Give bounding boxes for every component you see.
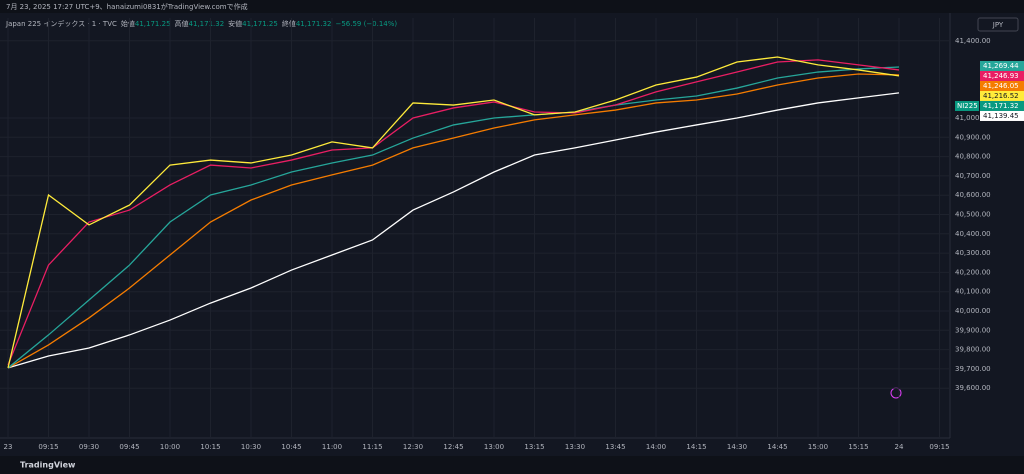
ohlc-value: 41,171.32: [189, 20, 225, 28]
last-value: 41,171.32: [983, 102, 1019, 110]
last-value-box: [980, 60, 1024, 71]
ma-line: [7, 92, 900, 369]
grid: 39,600.00 39,700.00 39,800.00 39,900.00 40,0…: [0, 18, 991, 451]
ohlc-label: 終値: [282, 19, 296, 28]
y-tick-label: 40,100.00: [955, 288, 991, 296]
ohlc-value: 41,171.25: [135, 20, 171, 28]
y-tick-label: 40,400.00: [955, 230, 991, 238]
x-tick-label: 11:00: [322, 443, 342, 451]
bottom-bar: [0, 456, 1024, 474]
x-tick-label: 24: [895, 443, 904, 451]
x-tick-label: 14:45: [767, 443, 787, 451]
x-tick-label: 12:45: [443, 443, 463, 451]
currency[interactable]: JPY: [992, 21, 1004, 29]
ohlc-value: 41,171.32: [296, 20, 332, 28]
last-value: 41,139.45: [983, 112, 1019, 120]
last-value-box: [980, 90, 1024, 101]
currency-box[interactable]: [977, 17, 1019, 32]
x-tick-label: 10:45: [281, 443, 301, 451]
y-tick-label: 40,000.00: [955, 307, 991, 315]
x-tick-label: 09:30: [79, 443, 99, 451]
x-tick-label: 15:00: [808, 443, 828, 451]
y-tick-label: 39,800.00: [955, 346, 991, 354]
x-tick-label: 09:15: [38, 443, 58, 451]
x-tick-label: 14:00: [646, 443, 666, 451]
tag-box: [955, 100, 979, 111]
y-tick-label: 39,600.00: [955, 384, 991, 392]
x-tick-label: 13:30: [565, 443, 585, 451]
y-tick-label: 41,000.00: [955, 114, 991, 122]
y-tick-label: 41,400.00: [955, 37, 991, 45]
y-tick-label: 39,900.00: [955, 326, 991, 334]
last-value-box: [980, 70, 1024, 81]
x-tick-label: 14:15: [686, 443, 706, 451]
change: −56.59 (−0.14%): [335, 20, 397, 28]
brand: TradingView: [20, 461, 76, 470]
x-tick-label: 09:45: [119, 443, 139, 451]
x-tick-label: 13:00: [484, 443, 504, 451]
ma-line: [7, 73, 900, 369]
labels: 41,269.44 41,246.93 41,246.05 41,216.52 41,1…: [955, 60, 1024, 121]
tag: NI225: [957, 102, 978, 110]
x-tick-label: 13:15: [524, 443, 544, 451]
last-value: 41,216.52: [983, 92, 1019, 100]
y-tick-label: 40,200.00: [955, 268, 991, 276]
x-tick-label: 10:15: [200, 443, 220, 451]
ma-line: [7, 66, 900, 369]
y-tick-label: 40,500.00: [955, 210, 991, 218]
last-value-box: [980, 110, 1024, 121]
x-tick-label: 11:15: [362, 443, 382, 451]
symbol: Japan 225 インデックス · 1 · TVC: [5, 19, 117, 28]
x-tick-label: 23: [4, 443, 13, 451]
y-tick-label: 40,700.00: [955, 172, 991, 180]
last-value-box: [980, 80, 1024, 91]
ohlc-label: 安値: [228, 19, 242, 28]
x-tick-label: 09:15: [929, 443, 949, 451]
ohlc-value: 41,171.25: [242, 20, 278, 28]
y-tick-label: 40,600.00: [955, 191, 991, 199]
last-value: 41,269.44: [983, 62, 1019, 70]
y-tick-label: 39,700.00: [955, 365, 991, 373]
x-tick-label: 14:30: [727, 443, 747, 451]
ma-line: [7, 56, 900, 369]
last-value: 41,246.05: [983, 82, 1019, 90]
ma-line: [7, 59, 900, 366]
ohlc: 始値 41,171.25 高値 41,171.32 安値 41,171.25 終値 41,17…: [121, 19, 398, 28]
ohlc-label: 始値: [121, 19, 135, 28]
x-tick-label: 15:15: [848, 443, 868, 451]
x-tick-label: 13:45: [605, 443, 625, 451]
last-value: 41,246.93: [983, 72, 1019, 80]
last-value-box: [980, 100, 1024, 111]
x-tick-label: 10:30: [241, 443, 261, 451]
x-tick-label: 12:30: [403, 443, 423, 451]
y-tick-label: 40,800.00: [955, 153, 991, 161]
y-tick-label: 40,300.00: [955, 249, 991, 257]
ohlc-label: 高値: [175, 19, 189, 28]
created-note: 7月 23, 2025 17:27 UTC+9、hanaizumi0831がTr…: [6, 2, 248, 11]
plot: [7, 56, 900, 369]
top-bar: [0, 0, 1024, 13]
x-tick-label: 10:00: [160, 443, 180, 451]
y-tick-label: 40,900.00: [955, 133, 991, 141]
